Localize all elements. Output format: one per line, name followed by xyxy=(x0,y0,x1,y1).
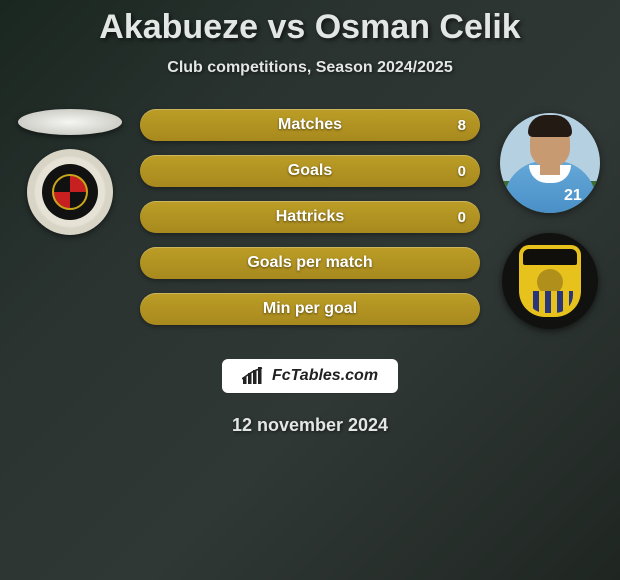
jersey-number: 21 xyxy=(564,187,582,205)
branding-text: FcTables.com xyxy=(272,367,378,385)
bar-chart-icon xyxy=(242,367,264,385)
page-subtitle: Club competitions, Season 2024/2025 xyxy=(167,59,452,77)
stat-bar-matches: Matches 8 xyxy=(140,109,480,141)
stat-bar-goals: Goals 0 xyxy=(140,155,480,187)
stats-area: Matches 8 Goals 0 Hattricks 0 Goals per … xyxy=(0,109,620,339)
club-badge-right xyxy=(502,233,598,329)
stat-label: Goals xyxy=(288,162,332,180)
stat-value-right: 0 xyxy=(458,155,466,187)
stat-label: Goals per match xyxy=(247,254,372,272)
stat-label: Matches xyxy=(278,116,342,134)
stat-value-right: 0 xyxy=(458,201,466,233)
branding-badge: FcTables.com xyxy=(222,359,398,393)
date: 12 november 2024 xyxy=(232,415,388,436)
right-column: 21 xyxy=(490,109,610,329)
stat-label: Hattricks xyxy=(276,208,344,226)
left-column xyxy=(10,109,130,235)
stat-label: Min per goal xyxy=(263,300,357,318)
club-badge-left xyxy=(27,149,113,235)
player-photo-placeholder-left xyxy=(18,109,122,135)
stat-bar-goals-per-match: Goals per match xyxy=(140,247,480,279)
page-title: Akabueze vs Osman Celik xyxy=(99,8,520,47)
stat-value-right: 8 xyxy=(458,109,466,141)
player-photo-right: 21 xyxy=(500,113,600,213)
stat-bars: Matches 8 Goals 0 Hattricks 0 Goals per … xyxy=(140,109,480,325)
stat-bar-min-per-goal: Min per goal xyxy=(140,293,480,325)
stat-bar-hattricks: Hattricks 0 xyxy=(140,201,480,233)
